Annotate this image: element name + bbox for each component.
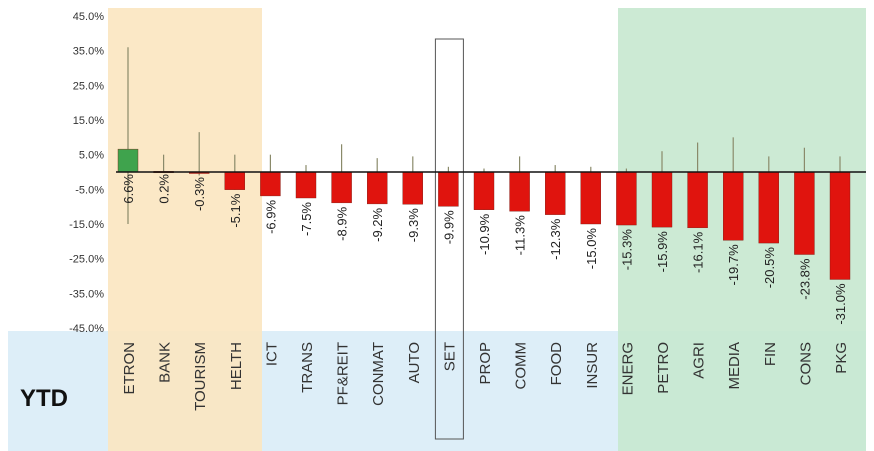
bar bbox=[723, 171, 744, 241]
highlight-frame-set bbox=[434, 38, 464, 440]
data-label: -12.3% bbox=[548, 218, 563, 260]
y-tick-label: 45.0% bbox=[73, 11, 104, 23]
y-tick-label: -45.0% bbox=[69, 323, 104, 335]
group-band-leaders bbox=[108, 8, 262, 451]
data-label: -20.5% bbox=[762, 247, 777, 289]
row-label-ytd: YTD bbox=[20, 385, 68, 412]
y-tick-label: 15.0% bbox=[73, 115, 104, 127]
bar bbox=[758, 171, 779, 244]
category-label: BANK bbox=[157, 342, 174, 383]
bar bbox=[473, 171, 495, 210]
data-label: -31.0% bbox=[833, 283, 848, 325]
category-label: SET bbox=[441, 342, 458, 371]
data-label: -23.8% bbox=[797, 258, 812, 300]
category-label: TOURISM bbox=[192, 342, 209, 411]
bar bbox=[616, 171, 637, 226]
category-label: PF&REIT bbox=[335, 342, 352, 405]
category-label: ICT bbox=[263, 342, 280, 366]
data-label: -9.3% bbox=[406, 208, 421, 242]
category-label: TRANS bbox=[299, 342, 316, 393]
data-label: -15.3% bbox=[619, 229, 634, 271]
data-label: -9.2% bbox=[370, 207, 385, 241]
bar bbox=[260, 171, 281, 197]
y-tick-label: -35.0% bbox=[69, 288, 104, 300]
data-label: -8.9% bbox=[335, 206, 350, 240]
data-label: -11.3% bbox=[513, 215, 528, 256]
category-label: FIN bbox=[762, 342, 779, 366]
y-tick-label: 5.0% bbox=[79, 150, 104, 162]
data-label: -16.1% bbox=[691, 231, 706, 273]
category-label: AGRI bbox=[691, 342, 708, 379]
category-label: FOOD bbox=[548, 342, 565, 385]
data-label: -19.7% bbox=[726, 244, 741, 286]
category-label: MEDIA bbox=[726, 342, 743, 390]
category-label: HELTH bbox=[228, 342, 245, 390]
bar bbox=[509, 171, 530, 212]
data-label: -10.9% bbox=[477, 213, 492, 255]
category-label: CONMAT bbox=[370, 342, 387, 406]
y-tick-label: -15.0% bbox=[69, 219, 104, 231]
category-label: ENERG bbox=[619, 342, 636, 395]
category-label: AUTO bbox=[406, 342, 423, 383]
data-label: -0.3% bbox=[192, 177, 207, 211]
bar bbox=[651, 171, 673, 228]
group-band-middle bbox=[262, 8, 618, 331]
y-tick-label: -5.0% bbox=[75, 184, 104, 196]
category-label: ETRON bbox=[121, 342, 138, 395]
data-label: -15.0% bbox=[584, 228, 599, 270]
data-label: -15.9% bbox=[655, 231, 670, 273]
bar bbox=[367, 171, 388, 205]
y-tick-label: -25.0% bbox=[69, 254, 104, 266]
data-label: 0.2% bbox=[157, 174, 172, 204]
y-tick-label: 35.0% bbox=[73, 46, 104, 58]
data-label: 6.6% bbox=[121, 174, 136, 204]
category-label: INSUR bbox=[584, 342, 601, 389]
bar bbox=[829, 171, 851, 280]
bar bbox=[295, 171, 317, 199]
bar bbox=[402, 171, 423, 205]
data-label: -6.9% bbox=[263, 199, 278, 233]
category-label: COMM bbox=[513, 342, 530, 390]
category-label: PETRO bbox=[655, 342, 672, 394]
category-label: CONS bbox=[797, 342, 814, 385]
data-label: -7.5% bbox=[299, 202, 314, 236]
y-tick-label: 25.0% bbox=[73, 80, 104, 92]
data-label: -5.1% bbox=[228, 193, 243, 227]
data-label: -9.9% bbox=[441, 210, 456, 244]
bar bbox=[331, 171, 352, 204]
bar bbox=[580, 171, 601, 225]
bar bbox=[117, 148, 139, 173]
category-label: PROP bbox=[477, 342, 494, 385]
bar bbox=[438, 171, 459, 207]
bar bbox=[687, 171, 708, 229]
bar bbox=[545, 171, 566, 215]
category-label: PKG bbox=[833, 342, 850, 374]
bar bbox=[224, 171, 246, 190]
bar bbox=[794, 171, 815, 255]
